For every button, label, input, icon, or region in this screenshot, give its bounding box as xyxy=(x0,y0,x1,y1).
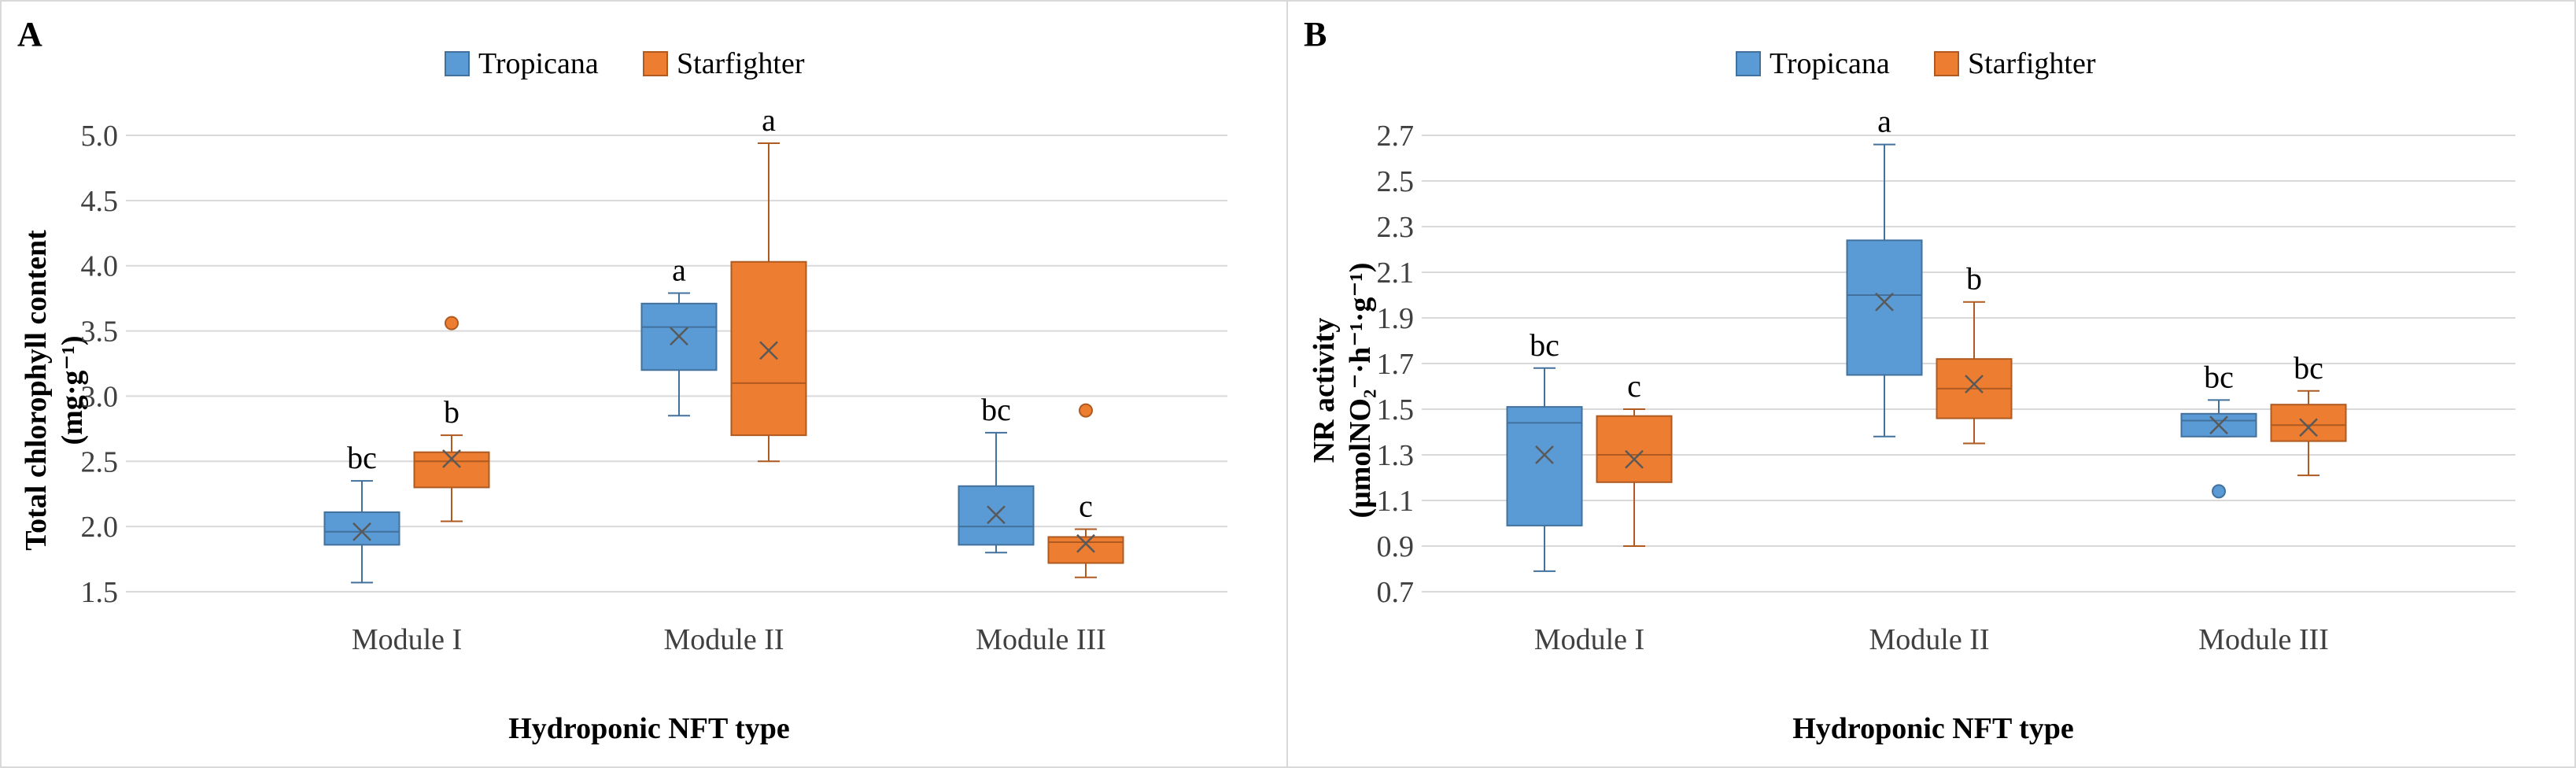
mean-marker xyxy=(442,449,461,468)
box-iqr xyxy=(1506,406,1583,526)
significance-letter: bc xyxy=(1530,327,1559,363)
x-category-label: Module III xyxy=(2198,623,2329,656)
mean-marker xyxy=(670,327,688,346)
legend-label-starfighter: Starfighter xyxy=(1968,47,2096,80)
y-tick-label: 3.5 xyxy=(81,316,119,349)
box-starfighter-1: c xyxy=(1596,368,1673,547)
y-tick-label: 2.5 xyxy=(81,445,119,478)
legend-swatch-starfighter xyxy=(1934,51,1959,76)
y-tick-label: 5.0 xyxy=(81,120,119,153)
plot-area-b: 0.7 0.9 1.1 1.3 1.5 1.7 1.9 2.1 2.3 2.5 2.7 Module … xyxy=(1377,104,2515,656)
mean-marker xyxy=(2209,415,2228,435)
mean-marker xyxy=(1875,292,1894,312)
y-tick-label: 3.0 xyxy=(81,380,119,413)
box-starfighter-2: b xyxy=(1936,261,2013,445)
y-tick-label: 2.0 xyxy=(81,511,119,544)
box-iqr xyxy=(413,451,490,489)
box-iqr xyxy=(1846,239,1923,376)
significance-letter: b xyxy=(444,394,459,430)
box-starfighter-2: a xyxy=(730,102,807,463)
legend-label-tropicana: Tropicana xyxy=(478,47,599,80)
x-category-label: Module III xyxy=(976,623,1106,656)
y-tick-label: 0.9 xyxy=(1377,530,1415,563)
box-iqr xyxy=(323,511,400,546)
legend-label-starfighter: Starfighter xyxy=(677,47,805,80)
box-starfighter-3: c xyxy=(1047,403,1124,578)
y-tick-label: 2.7 xyxy=(1377,120,1415,153)
legend-b: Tropicana Starfighter xyxy=(1736,47,2096,80)
box-tropicana-3: bc xyxy=(2180,359,2257,499)
y-tick-label: 2.3 xyxy=(1377,211,1415,244)
box-iqr xyxy=(2270,404,2347,442)
x-category-label: Module I xyxy=(1534,623,1644,656)
mean-marker xyxy=(352,522,371,541)
y-tick-label: 4.0 xyxy=(81,250,119,283)
significance-letter: c xyxy=(1079,488,1093,523)
legend-swatch-starfighter xyxy=(643,51,668,76)
significance-letter: a xyxy=(1877,104,1891,139)
y-tick-label: 0.7 xyxy=(1377,576,1415,609)
chart-a-svg: A Tropicana Starfighter Total chlorophyl… xyxy=(17,15,1227,745)
outlier-point xyxy=(445,316,459,330)
box-tropicana-1: bc xyxy=(1506,327,1583,572)
outlier-point xyxy=(1079,403,1093,418)
box-starfighter-3: bc xyxy=(2270,350,2347,477)
y-tick-label: 1.3 xyxy=(1377,439,1415,472)
y-axis-title-b: NR activity (μmolNO₂⁻·h⁻¹·g⁻¹) xyxy=(1308,263,1377,519)
legend-a: Tropicana Starfighter xyxy=(445,47,805,80)
box-tropicana-2: a xyxy=(640,253,718,417)
y-tick-label: 2.5 xyxy=(1377,165,1415,198)
box-iqr xyxy=(1047,536,1124,564)
box-tropicana-3: bc xyxy=(958,392,1035,554)
y-tick-label: 1.5 xyxy=(81,576,119,609)
x-category-label: Module II xyxy=(1869,623,1989,656)
panel-label-a: A xyxy=(17,15,42,54)
x-category-label: Module II xyxy=(663,623,784,656)
y-axis-unit-a: (mg·g⁻¹) xyxy=(56,335,89,445)
chart-b-svg: B Tropicana Starfighter NR activity (μmo… xyxy=(1304,15,2515,745)
panel-label-b: B xyxy=(1304,15,1327,54)
outlier-point xyxy=(2212,484,2226,499)
mean-marker xyxy=(759,341,778,360)
mean-marker xyxy=(2299,418,2318,438)
box-tropicana-1: bc xyxy=(323,440,400,584)
y-axis-unit-b: (μmolNO₂⁻·h⁻¹·g⁻¹) xyxy=(1344,263,1377,519)
box-starfighter-1: b xyxy=(413,316,490,522)
x-axis-title-b: Hydroponic NFT type xyxy=(1792,712,2074,745)
y-axis-title-b-text: NR activity xyxy=(1308,318,1341,463)
mean-marker xyxy=(1535,445,1554,464)
legend-swatch-tropicana xyxy=(445,51,470,76)
significance-letter: b xyxy=(1966,261,1982,297)
significance-letter: bc xyxy=(2204,359,2234,394)
plot-area-a: 1.5 2.0 2.5 3.0 3.5 4.0 4.5 5.0 Module I Module I… xyxy=(81,102,1227,656)
y-axis-title-a-text: Total chlorophyll content xyxy=(20,230,53,551)
y-tick-label: 4.5 xyxy=(81,185,119,218)
chart-panel-a: A Tropicana Starfighter Total chlorophyl… xyxy=(0,0,1286,768)
legend-swatch-tropicana xyxy=(1736,51,1761,76)
box-iqr xyxy=(730,260,807,437)
y-tick-label: 1.7 xyxy=(1377,348,1415,381)
mean-marker xyxy=(987,505,1006,525)
mean-marker xyxy=(1625,449,1644,469)
mean-marker xyxy=(1965,375,1984,393)
y-tick-label: 1.5 xyxy=(1377,393,1415,426)
x-category-label: Module I xyxy=(352,623,462,656)
y-tick-label: 1.1 xyxy=(1377,485,1415,518)
panel-divider xyxy=(1286,0,1288,768)
legend-label-tropicana: Tropicana xyxy=(1770,47,1890,80)
significance-letter: bc xyxy=(2294,350,2323,386)
box-iqr xyxy=(1596,415,1673,483)
significance-letter: a xyxy=(762,102,776,138)
significance-letter: c xyxy=(1627,368,1641,404)
x-axis-title-a: Hydroponic NFT type xyxy=(508,712,790,745)
y-tick-label: 2.1 xyxy=(1377,257,1415,290)
significance-letter: a xyxy=(672,253,686,288)
significance-letter: bc xyxy=(981,392,1011,427)
box-tropicana-2: a xyxy=(1846,104,1923,438)
significance-letter: bc xyxy=(347,440,377,475)
y-axis-title-a: Total chlorophyll content (mg·g⁻¹) xyxy=(20,230,89,551)
chart-panel-b: B Tropicana Starfighter NR activity (μmo… xyxy=(1288,0,2574,768)
y-tick-label: 1.9 xyxy=(1377,302,1415,335)
mean-marker xyxy=(1076,534,1095,553)
